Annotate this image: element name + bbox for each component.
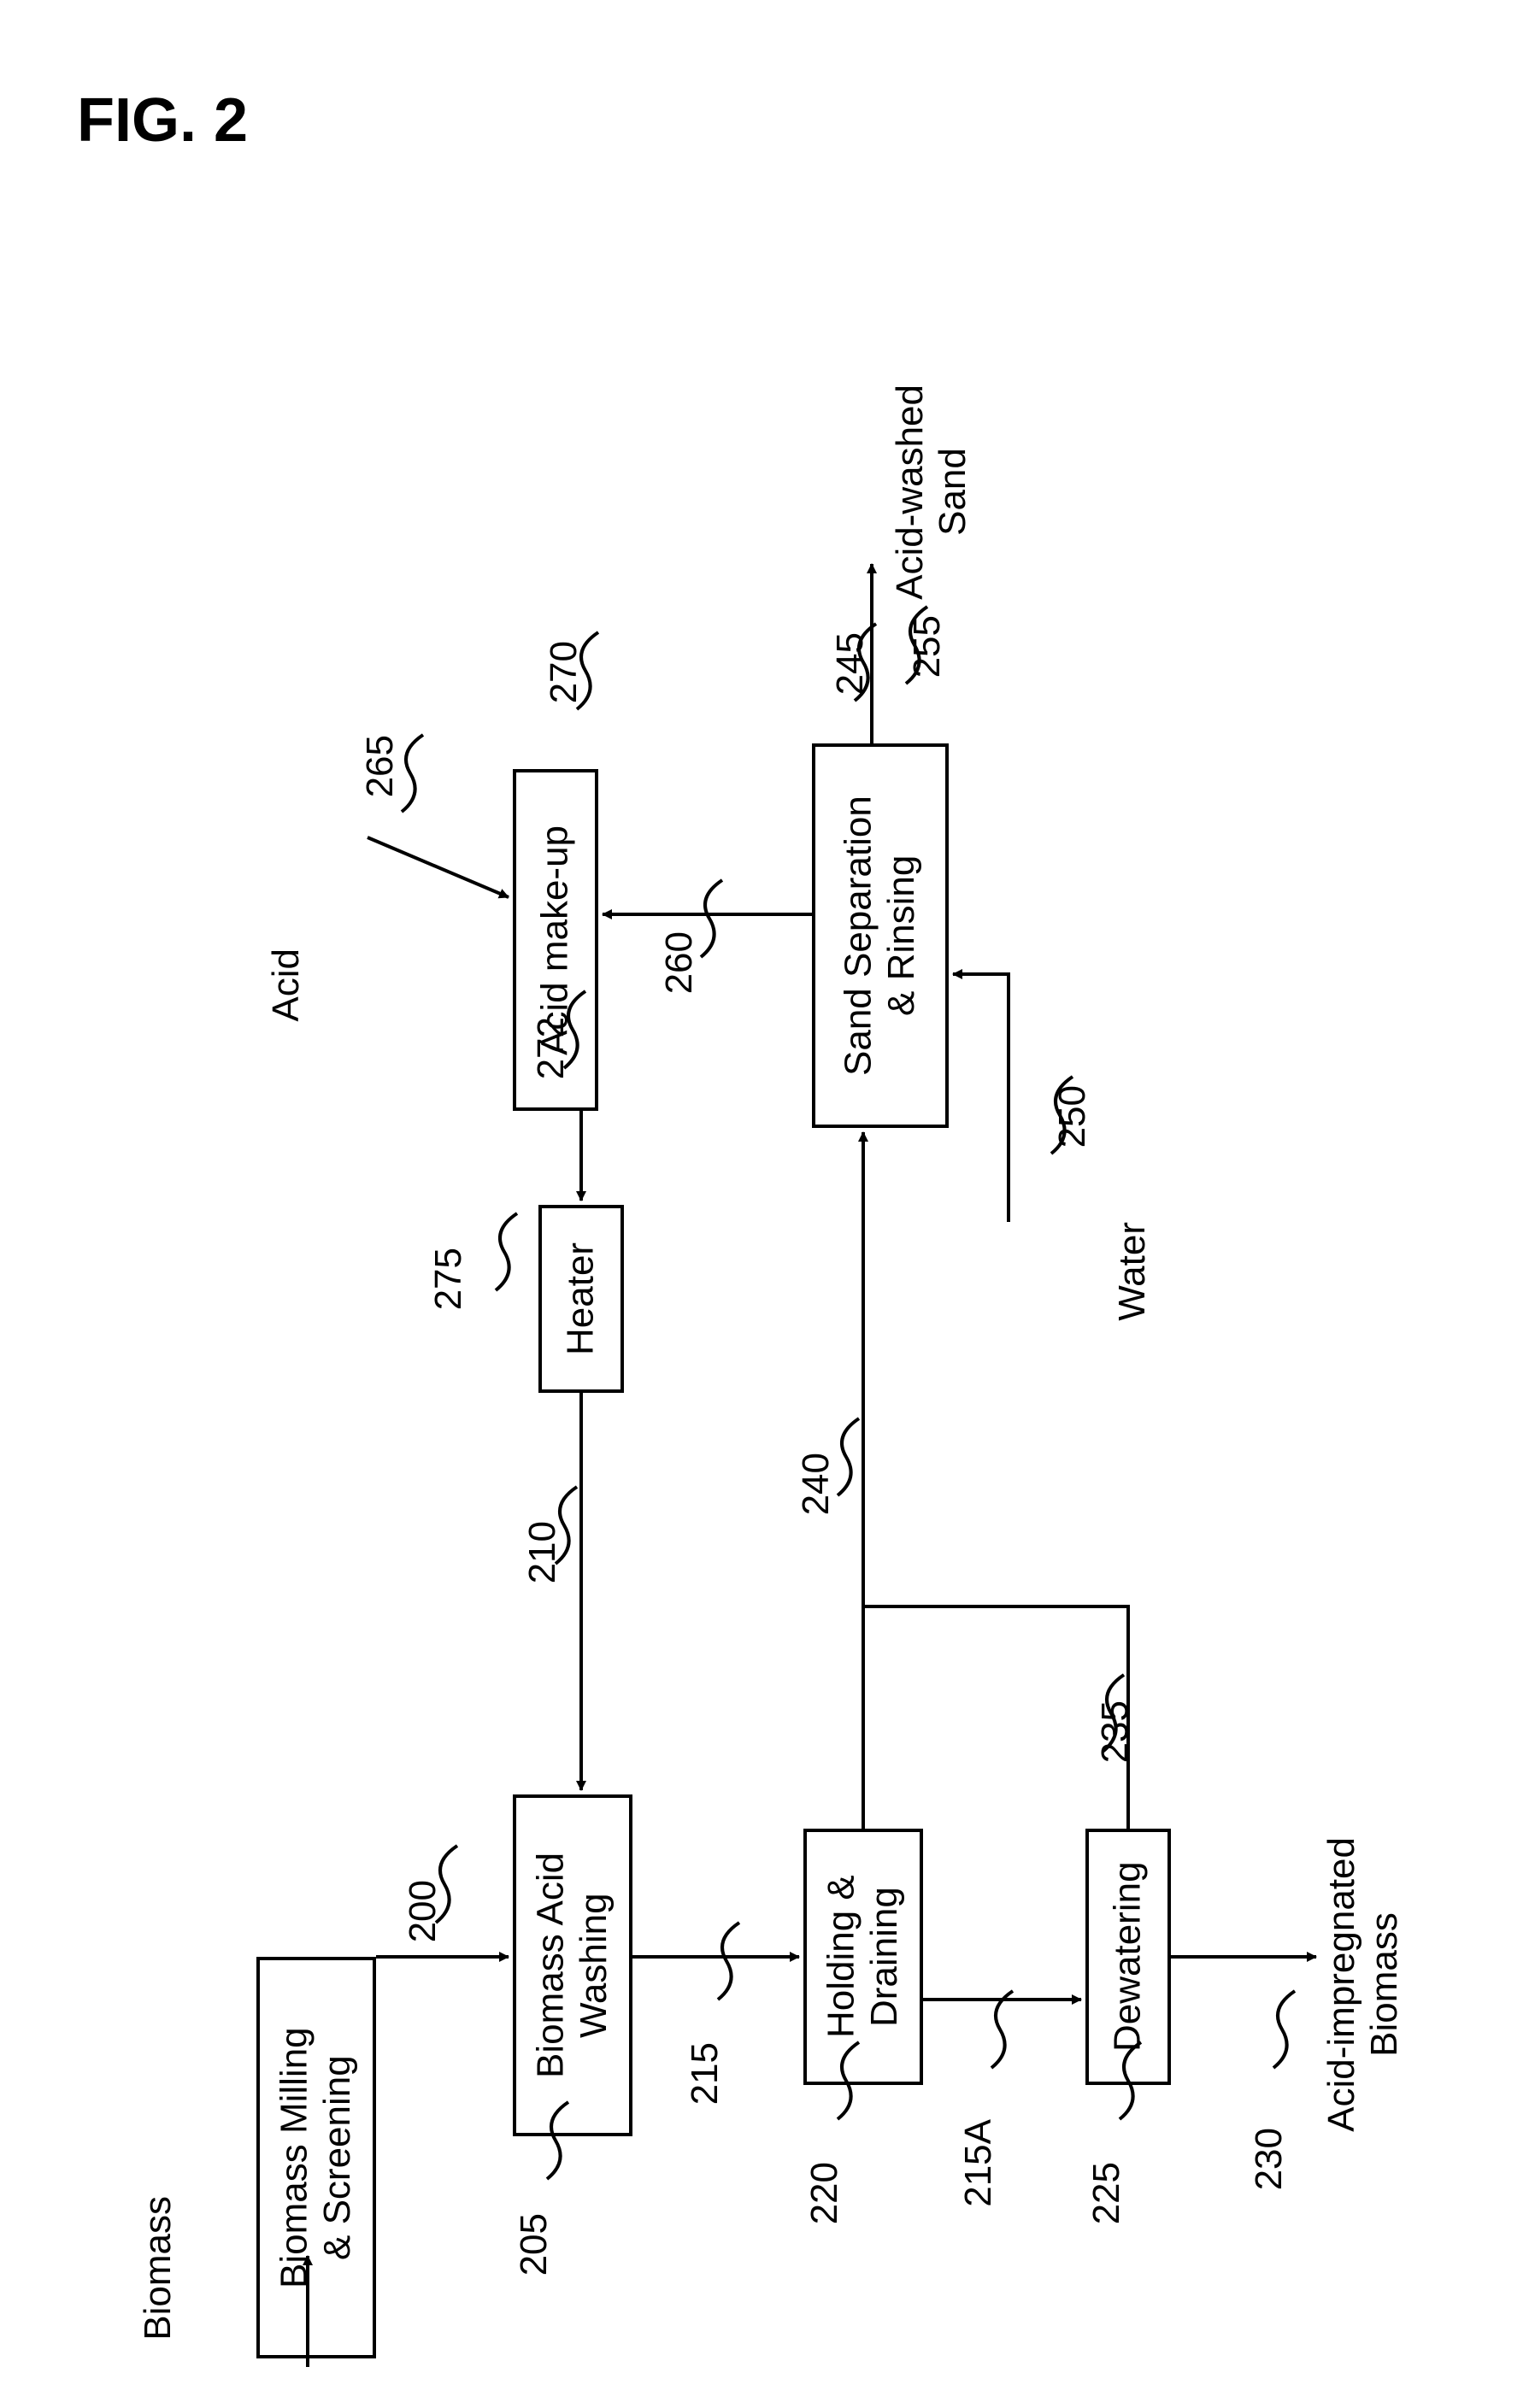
ref-230: 230 [1248,2128,1291,2190]
label-acid-sand-out: Acid-washed Sand [889,385,974,600]
ref-265: 265 [359,735,402,797]
ref-245: 245 [829,632,872,695]
ref-200: 200 [402,1880,444,1942]
box-washing: Biomass Acid Washing [513,1794,632,2136]
ref-215A: 215A [957,2119,1000,2207]
arrow-water-in [953,974,1009,1222]
leadline-260 [701,880,722,957]
label-biomass-in: Biomass [137,2196,179,2340]
label-acid-in: Acid [265,949,308,1022]
ref-272: 272 [530,1017,573,1079]
leadline-215 [718,1923,739,2000]
box-heater: Heater [538,1205,624,1393]
label-acid-biomass-out: Acid-impregnated Biomass [1320,1837,1406,2132]
ref-220: 220 [803,2162,846,2224]
leadline-215A [991,1991,1013,2068]
ref-235: 235 [1094,1700,1137,1763]
leadline-240 [838,1418,859,1495]
ref-260: 260 [658,931,701,994]
arrow-acid-in [368,837,509,897]
arrow-layer [0,0,1535,2408]
leadline-265 [402,735,423,812]
ref-205: 205 [513,2213,556,2276]
box-holding: Holding & Draining [803,1829,923,2085]
figure-title: FIG. 2 [77,85,248,156]
leadline-275 [496,1213,517,1290]
ref-255: 255 [906,615,949,678]
ref-240: 240 [795,1453,838,1515]
ref-215: 215 [684,2042,726,2105]
ref-250: 250 [1051,1085,1094,1148]
box-milling: Biomass Milling & Screening [256,1957,376,2358]
label-water-in: Water [1111,1222,1154,1321]
box-sand: Sand Separation & Rinsing [812,743,949,1128]
diagram-canvas: FIG. 2 Biomass Milling & Screening Bioma… [0,0,1535,2408]
box-dewatering: Dewatering [1085,1829,1171,2085]
ref-275: 275 [427,1248,470,1310]
ref-225: 225 [1085,2162,1128,2224]
ref-210: 210 [521,1521,564,1583]
arrow-dewater-down [863,1606,1128,1829]
leadline-230 [1273,1991,1295,2068]
ref-270: 270 [543,641,585,703]
